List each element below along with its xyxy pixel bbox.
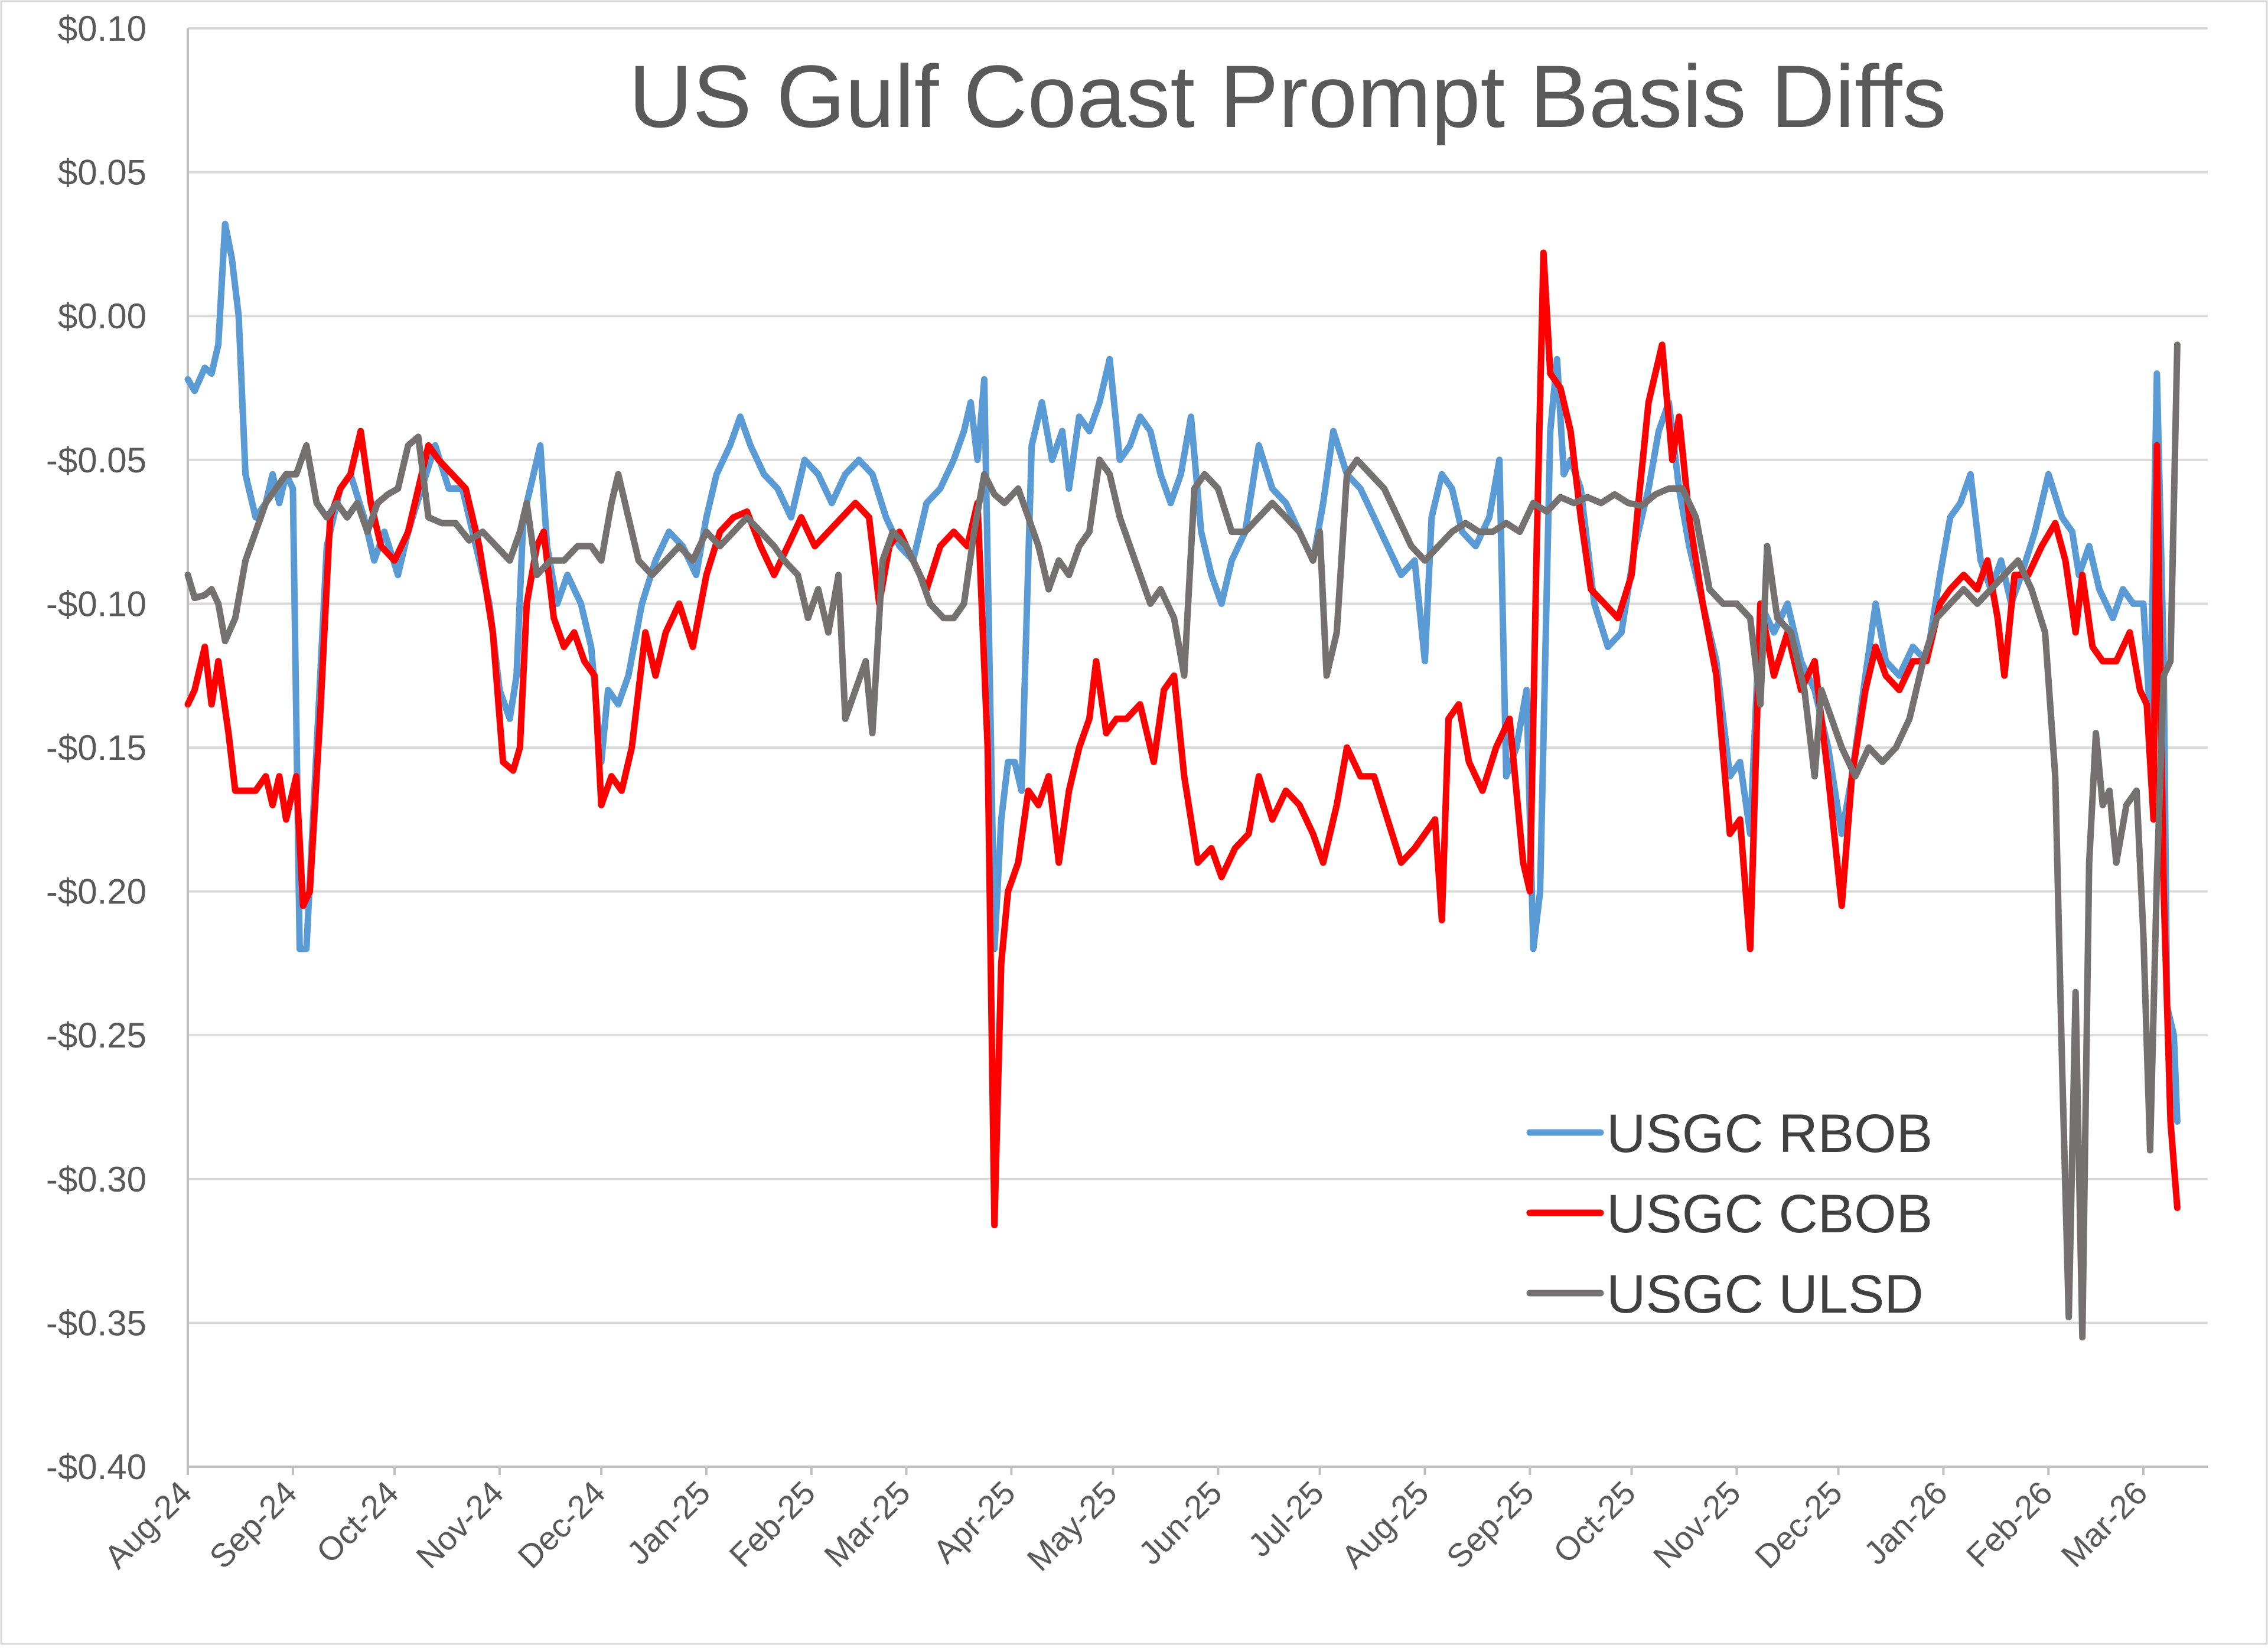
y-tick-label: -$0.05 bbox=[46, 440, 146, 480]
y-tick-label: -$0.40 bbox=[46, 1447, 146, 1487]
y-tick-label: $0.05 bbox=[58, 153, 146, 192]
legend-label-usgc-ulsd: USGC ULSD bbox=[1606, 1264, 1924, 1324]
y-tick-label: -$0.15 bbox=[46, 728, 146, 768]
y-axis-tick-labels: $0.10 $0.05 $0.00 -$0.05 -$0.10 -$0.15 -$0.20 -… bbox=[46, 9, 146, 1487]
y-tick-label: -$0.30 bbox=[46, 1160, 146, 1199]
chart-title: US Gulf Coast Prompt Basis Diffs bbox=[628, 47, 1946, 146]
legend-label-usgc-cbob: USGC CBOB bbox=[1606, 1184, 1933, 1244]
gridlines bbox=[187, 27, 2208, 1468]
y-tick-label: -$0.20 bbox=[46, 872, 146, 912]
y-tick-label: -$0.35 bbox=[46, 1303, 146, 1343]
legend-label-usgc-rbob: USGC RBOB bbox=[1606, 1104, 1933, 1164]
y-tick-label: -$0.10 bbox=[46, 584, 146, 624]
y-tick-label: $0.10 bbox=[58, 9, 146, 48]
series-line-usgc-ulsd bbox=[184, 341, 2181, 1341]
y-tick-label: $0.00 bbox=[58, 296, 146, 336]
series-lines bbox=[184, 220, 2181, 1341]
legend: USGC RBOB USGC CBOB USGC ULSD bbox=[1526, 1104, 1933, 1324]
series-line-usgc-cbob bbox=[184, 249, 2181, 1229]
y-tick-label: -$0.25 bbox=[46, 1016, 146, 1055]
